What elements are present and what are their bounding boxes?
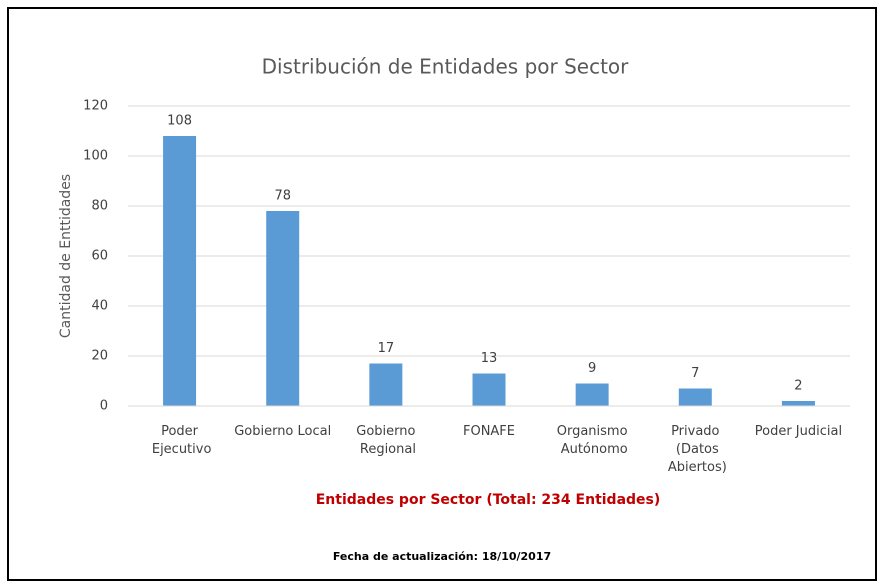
- data-label: 7: [691, 366, 699, 381]
- y-tick-label: 40: [91, 299, 108, 314]
- y-tick-label: 80: [91, 199, 108, 214]
- x-tick-label: Organismo Autónomo: [557, 424, 628, 457]
- x-tick-label: Poder Judicial: [755, 424, 842, 439]
- data-label: 17: [378, 341, 395, 356]
- bar: [678, 388, 712, 406]
- x-tick-label: Gobierno Local: [234, 424, 331, 439]
- bar: [369, 363, 403, 406]
- y-tick-label: 120: [83, 99, 108, 114]
- footnote: Fecha de actualización: 18/10/2017: [333, 550, 551, 563]
- x-tick-label: Poder Ejecutivo: [148, 424, 212, 457]
- data-label: 13: [481, 351, 498, 366]
- chart-border: [7, 7, 877, 581]
- bar: [472, 373, 506, 406]
- data-label: 78: [274, 189, 291, 204]
- y-tick-label: 20: [91, 349, 108, 364]
- bar: [575, 383, 609, 406]
- bar: [781, 401, 815, 406]
- x-axis-label: Entidades por Sector (Total: 234 Entidad…: [316, 492, 661, 508]
- x-tick-label: Gobierno Regional: [356, 424, 416, 457]
- data-label: 9: [588, 361, 596, 376]
- chart-title: Distribución de Entidades por Sector: [262, 55, 630, 79]
- bar: [163, 136, 197, 406]
- y-tick-label: 100: [83, 149, 108, 164]
- bar: [266, 211, 300, 406]
- y-tick-label: 0: [100, 399, 108, 414]
- y-tick-label: 60: [91, 249, 108, 264]
- data-label: 2: [794, 379, 802, 394]
- x-tick-label: FONAFE: [463, 424, 515, 439]
- x-tick-label: Privado (Datos Abiertos): [664, 424, 727, 475]
- data-label: 108: [167, 114, 192, 129]
- y-axis-label: Cantidad de Enttidades: [58, 174, 74, 338]
